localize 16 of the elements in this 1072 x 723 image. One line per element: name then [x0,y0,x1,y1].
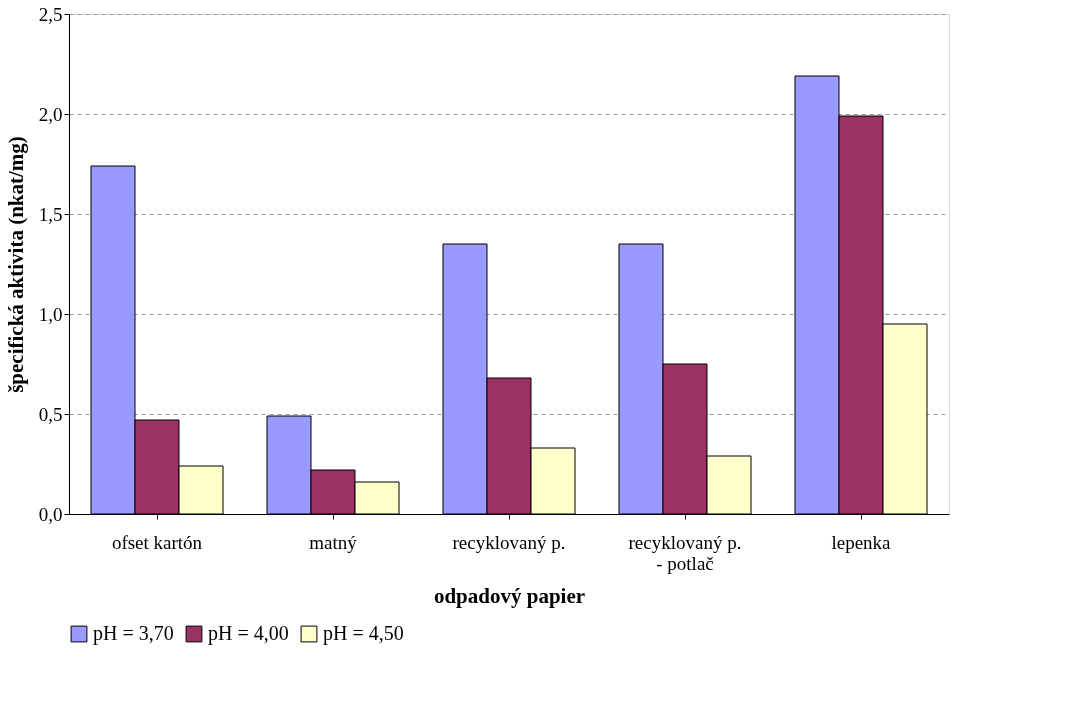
y-tick-label: 2,0 [38,103,63,125]
x-tick-label: recyklovaný p. [452,531,566,553]
y-axis-title: špecifická aktivita (nkat/mg) [3,136,28,393]
legend-label: pH = 4,50 [323,622,404,645]
x-axis-title: odpadový papier [433,583,586,608]
x-tick-label: matný [309,531,358,553]
y-tick-label: 1,5 [38,203,63,225]
x-tick-label: lepenka [831,531,892,553]
legend-label: pH = 4,00 [208,622,289,645]
y-tick-label: 1,0 [38,303,63,325]
x-tick-label: recyklovaný p. - potlač [628,531,742,574]
y-tick-label: 2,5 [38,3,63,25]
legend-label: pH = 3,70 [93,622,174,645]
y-tick-label: 0,5 [38,403,63,425]
x-tick-label: ofset kartón [111,531,203,553]
y-tick-label: 0,0 [38,503,63,525]
